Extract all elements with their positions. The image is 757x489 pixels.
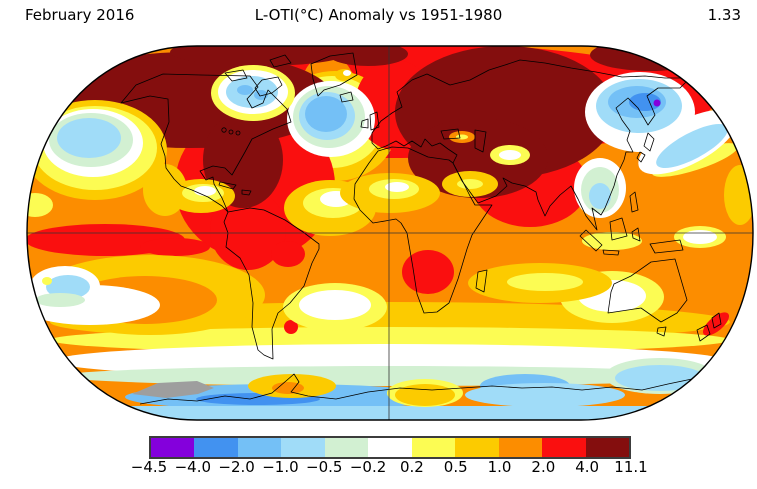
cool-anomaly-regions xyxy=(27,65,738,218)
extreme-cold-spot xyxy=(653,99,661,107)
coastlines xyxy=(120,52,722,405)
colorbar xyxy=(149,436,631,459)
colorbar-segment xyxy=(194,438,238,457)
colorbar-segment xyxy=(151,438,195,457)
missing-data-patch xyxy=(132,381,214,398)
colorbar-segment xyxy=(455,438,499,457)
global-mean-value: 1.33 xyxy=(707,6,741,24)
colorbar-segment xyxy=(585,438,629,457)
colorbar-tick-label: 4.0 xyxy=(575,458,600,476)
colorbar-tick-label: 2.0 xyxy=(531,458,556,476)
tropical-pale-patches xyxy=(143,145,726,303)
colorbar-segment xyxy=(411,438,456,457)
colorbar-segment xyxy=(281,438,325,457)
colorbar-segment xyxy=(324,438,369,457)
antarctic-coastal-band xyxy=(27,374,753,420)
date-label: February 2016 xyxy=(25,6,135,24)
colorbar-tick-label: −2.0 xyxy=(218,458,255,476)
map-outline xyxy=(26,45,754,421)
colorbar-tick-label: −0.5 xyxy=(306,458,343,476)
colorbar-tick-label: −4.0 xyxy=(174,458,212,476)
colorbar-tick-label: −1.0 xyxy=(262,458,299,476)
figure-title: L-OTI(°C) Anomaly vs 1951-1980 xyxy=(254,6,503,24)
colorbar-tick-label: −4.5 xyxy=(130,458,168,476)
colorbar-segment xyxy=(237,438,282,457)
colorbar-segment xyxy=(542,438,586,457)
graticule xyxy=(27,46,753,420)
colorbar-tick-label: −0.2 xyxy=(349,458,387,476)
colorbar-ticks: −4.5 −4.0 −2.0 −1.0 −0.5 −0.2 0.2 0.5 1.0 2.0 4.0 1… xyxy=(131,458,648,478)
colorbar-tick-label: 0.2 xyxy=(399,458,424,476)
colorbar-segment xyxy=(498,438,543,457)
colorbar-tick-label: 11.1 xyxy=(614,458,648,476)
colorbar-segment xyxy=(368,438,412,457)
colorbar-tick-label: 1.0 xyxy=(487,458,512,476)
colorbar-tick-label: 0.5 xyxy=(443,458,468,476)
